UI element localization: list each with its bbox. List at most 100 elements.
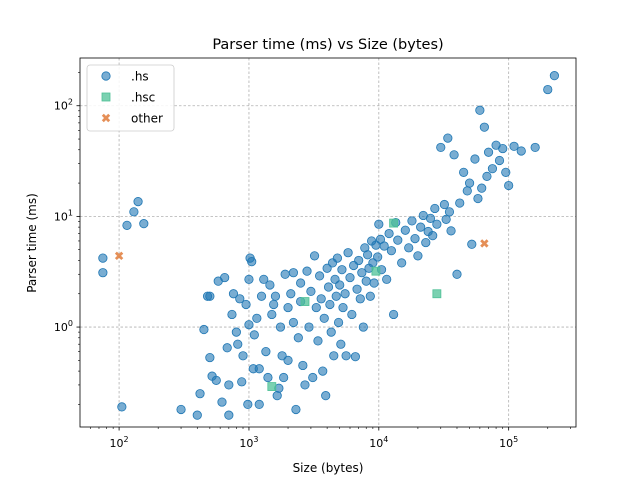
data-point	[252, 313, 262, 323]
data-point	[455, 198, 465, 208]
data-point	[407, 216, 417, 226]
data-point	[220, 272, 230, 283]
data-point	[306, 286, 316, 297]
data-point	[243, 399, 253, 410]
legend-marker	[101, 92, 111, 102]
data-point	[267, 382, 277, 391]
data-point	[352, 284, 362, 294]
data-point	[275, 322, 286, 332]
data-point	[300, 297, 310, 306]
data-point	[279, 372, 289, 383]
data-point	[270, 291, 281, 301]
y-tick-label: 102	[54, 98, 73, 113]
data-point	[176, 404, 186, 415]
data-point	[235, 294, 245, 304]
data-point	[354, 255, 364, 266]
data-point	[549, 71, 560, 81]
data-point	[459, 167, 469, 177]
data-point	[322, 263, 332, 273]
data-point	[224, 380, 234, 390]
data-point	[430, 203, 440, 214]
data-point	[373, 252, 383, 262]
data-point	[341, 351, 351, 361]
data-point	[446, 226, 456, 236]
data-point	[288, 268, 299, 278]
data-point	[479, 122, 489, 132]
data-point	[325, 299, 335, 310]
legend-label: .hs	[131, 70, 149, 84]
data-point	[231, 327, 241, 337]
data-point	[323, 282, 334, 292]
legend-label: .hsc	[131, 91, 155, 105]
data-point	[199, 324, 209, 335]
data-point	[374, 219, 384, 229]
data-point	[343, 248, 353, 258]
legend-label: other	[131, 112, 163, 126]
data-point	[404, 243, 414, 253]
data-point	[421, 237, 431, 248]
data-point	[462, 186, 472, 196]
data-point	[267, 309, 277, 320]
data-point	[441, 214, 451, 224]
data-point	[233, 339, 243, 349]
data-point	[371, 266, 381, 276]
data-point	[308, 372, 318, 383]
data-point	[487, 164, 498, 174]
data-point	[358, 322, 368, 332]
data-point	[470, 154, 480, 164]
data-point	[98, 268, 108, 278]
data-point	[386, 246, 396, 256]
data-point	[389, 309, 399, 320]
data-point	[311, 302, 321, 313]
data-point	[228, 289, 239, 299]
data-point	[129, 207, 139, 217]
legend: .hs .hsc other	[86, 64, 175, 132]
data-point	[332, 253, 343, 263]
data-point	[296, 278, 306, 288]
y-tick-label: 101	[54, 208, 73, 223]
data-point	[238, 351, 248, 361]
data-point	[498, 143, 508, 154]
x-tick-label: 102	[110, 435, 129, 450]
data-point	[477, 183, 487, 193]
data-point	[432, 219, 442, 229]
data-point	[369, 278, 379, 288]
series-hs	[98, 71, 560, 420]
data-point	[259, 274, 269, 284]
data-point	[444, 207, 455, 217]
data-point	[318, 366, 328, 376]
data-point	[397, 258, 407, 268]
data-point	[443, 133, 453, 143]
data-point	[389, 218, 399, 228]
data-point	[393, 235, 403, 245]
y-tick-label: 100	[54, 319, 73, 334]
data-point	[133, 197, 143, 207]
data-point	[265, 280, 275, 290]
data-point	[326, 327, 336, 337]
data-point	[475, 105, 485, 115]
data-point	[543, 84, 553, 95]
data-point	[482, 171, 492, 181]
data-point	[227, 309, 237, 320]
data-point	[283, 355, 293, 365]
data-point	[280, 269, 290, 279]
data-point	[244, 320, 254, 330]
data-point	[329, 351, 339, 361]
data-point	[298, 360, 308, 371]
data-point	[205, 352, 215, 363]
data-point	[263, 372, 273, 383]
data-point	[530, 142, 540, 153]
data-point	[205, 291, 215, 301]
data-point	[256, 291, 267, 301]
data-point	[304, 322, 314, 332]
data-point	[416, 222, 426, 232]
data-point	[192, 410, 202, 420]
data-point	[286, 289, 296, 299]
data-point	[400, 225, 410, 235]
data-point	[363, 250, 373, 260]
data-point	[114, 251, 124, 261]
data-point	[473, 193, 483, 204]
data-point	[321, 391, 331, 401]
data-point	[425, 213, 436, 223]
